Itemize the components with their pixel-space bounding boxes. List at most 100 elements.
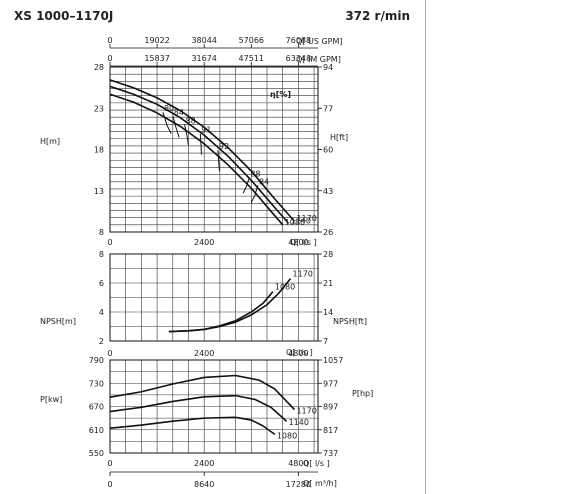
im-gpm-tick: 0 [107,54,112,63]
efficiency-label: η[%] [270,90,291,99]
npsh-ytick-left: 8 [99,250,104,259]
power-ytick-left: 610 [89,426,104,435]
us-gpm-axis-label: Q[ US GPM] [296,37,342,46]
npsh-panel: 8 6 4 2 28 21 14 7 NPSH[m] NPSH[ft] 1170 1080 0 2… [40,250,367,358]
npsh-ytick-right: 7 [323,337,328,346]
head-q-tick: 2400 [194,238,214,247]
power-panel: 790 730 670 610 550 1057 977 897 817 737 P[kw] P[… [40,356,373,489]
power-ytick-left: 550 [89,449,104,458]
efficiency-value-label: 80 [164,104,174,113]
efficiency-value-label: 84 [174,108,184,117]
us-gpm-tick: 38044 [191,36,216,45]
npsh-q-tick: 4800 [288,349,308,358]
npsh-q-tick: 2400 [194,349,214,358]
npsh-ytick-left: 4 [99,308,104,317]
npsh-curve-1170 [168,278,292,333]
npsh-right-label: NPSH[ft] [333,317,367,326]
head-curve-1080 [109,93,284,226]
power-ytick-left: 790 [89,356,104,365]
npsh-ytick-left: 6 [99,279,104,288]
efficiency-curve [184,124,189,146]
power-ytick-right: 897 [323,403,338,412]
power-curve-1170 [109,374,296,411]
power-ytick-right: 737 [323,449,338,458]
head-series-label: 1170 [296,214,316,223]
efficiency-value-label: 88 [186,116,196,125]
efficiency-curve [172,115,180,138]
efficiency-curve [199,133,202,155]
efficiency-value-label: 88 [250,169,260,178]
head-series-label: 1140 [291,216,311,225]
npsh-ytick-right: 28 [323,250,333,259]
efficiency-curve [242,177,250,194]
efficiency-value-label: 84 [259,177,269,186]
im-gpm-tick: 31674 [191,54,216,63]
power-curve-1140 [109,394,288,422]
power-q-tick: 4800 [288,459,308,468]
npsh-series-label: 1080 [275,283,295,292]
head-ytick-right: 94 [323,63,333,72]
power-ytick-right: 817 [323,426,338,435]
head-ytick-left: 8 [99,228,104,237]
im-gpm-tick: 47511 [239,54,264,63]
im-gpm-axis-label: Q[ IM GPM] [296,55,341,64]
head-ytick-left: 18 [94,146,104,155]
npsh-q-tick: 0 [107,349,112,358]
m3h-tick: 17280 [286,480,311,489]
head-ytick-right: 77 [323,104,333,113]
head-curve-1140 [109,85,290,224]
power-q-tick: 0 [107,459,112,468]
head-ytick-right: 26 [323,228,333,237]
head-ytick-left: 13 [94,187,104,196]
m3h-axis-label: Q[ m³/h] [303,479,337,488]
head-q-label: Q[ l/s ] [290,238,317,247]
power-series-label: 1170 [296,407,316,416]
us-gpm-tick: 57066 [239,36,264,45]
head-ytick-left: 28 [94,63,104,72]
power-right-label: P[hp] [352,389,373,398]
efficiency-curve [162,112,172,134]
head-ytick-right: 43 [323,187,333,196]
head-q-tick: 0 [107,238,112,247]
npsh-ytick-right: 14 [323,308,333,317]
power-series-label: 1080 [277,431,297,440]
m3h-tick: 0 [107,480,112,489]
power-ytick-right: 1057 [323,356,343,365]
us-gpm-tick: 0 [107,36,112,45]
head-series-label: 1080 [285,218,305,227]
power-q-tick: 2400 [194,459,214,468]
efficiency-curve [250,185,259,203]
npsh-q-label: Q[ l/s ] [286,348,313,357]
speed-label: 372 r/min [345,9,410,23]
us-gpm-tick: 76088 [286,36,311,45]
npsh-ytick-right: 21 [323,279,333,288]
npsh-series-label: 1170 [293,270,313,279]
efficiency-value-label: 92 [219,142,229,151]
efficiency-curve [217,150,220,172]
chart-title: XS 1000–1170J [14,9,113,23]
top-flow-axes: 0 19022 38044 57066 76088 Q[ US GPM] 0 15837 3… [107,36,342,67]
head-left-label: H[m] [40,137,60,146]
npsh-left-label: NPSH[m] [40,317,76,326]
power-ytick-left: 670 [89,403,104,412]
head-ytick-right: 60 [323,146,333,155]
power-ytick-left: 730 [89,379,104,388]
head-curve-1170 [109,79,296,222]
power-series-label: 1140 [289,418,309,427]
npsh-ytick-left: 2 [99,337,104,346]
power-curve-1080 [109,416,276,436]
im-gpm-tick: 63348 [286,54,311,63]
power-ytick-right: 977 [323,379,338,388]
us-gpm-tick: 19022 [144,36,169,45]
efficiency-value-label: 91 [201,126,211,135]
m3h-tick: 8640 [194,480,214,489]
head-ytick-left: 23 [94,104,104,113]
head-q-tick: 4800 [288,238,308,247]
npsh-curve-1080 [168,291,274,333]
head-right-label: H[ft] [330,133,348,142]
im-gpm-tick: 15837 [144,54,169,63]
power-q-label: Q[ l/s ] [303,459,330,468]
power-left-label: P[kw] [40,395,62,404]
